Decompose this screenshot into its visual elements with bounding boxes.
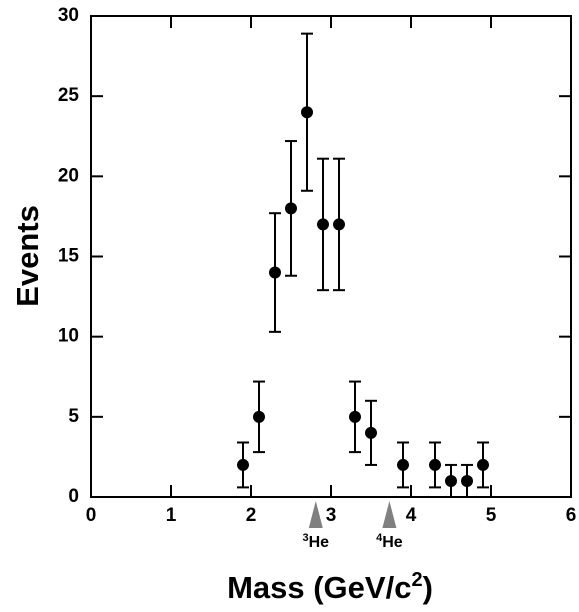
annotation-text: He — [382, 534, 403, 551]
x-tick-label: 3 — [326, 505, 337, 526]
y-tick-label: 20 — [58, 165, 79, 186]
x-axis-title-sup: 2 — [411, 569, 422, 591]
plot-frame — [90, 15, 572, 498]
annotation-marker — [382, 501, 397, 528]
point — [317, 218, 329, 231]
x-tick-label: 1 — [166, 505, 177, 526]
y-axis-title: Events — [10, 205, 45, 307]
annotation-label: 3He — [303, 532, 330, 551]
annotation-marker — [308, 501, 323, 528]
x-axis-title-close: ) — [423, 570, 433, 605]
point — [285, 202, 297, 215]
x-axis-title-text: Mass (GeV/c — [227, 570, 411, 605]
point — [237, 458, 249, 471]
point — [429, 458, 441, 471]
x-tick-label: 5 — [486, 505, 497, 526]
point — [477, 458, 489, 471]
x-tick-label: 0 — [86, 505, 97, 526]
point — [333, 218, 345, 231]
point — [349, 410, 361, 423]
point — [461, 474, 473, 487]
annotation-label: 4He — [376, 532, 403, 551]
y-tick-label: 0 — [68, 486, 79, 507]
point — [397, 458, 409, 471]
point — [269, 266, 281, 279]
point — [301, 106, 313, 119]
y-tick-label: 30 — [58, 5, 79, 26]
x-tick-label: 4 — [406, 505, 417, 526]
point — [253, 410, 265, 423]
annotation-text: He — [309, 534, 330, 551]
x-axis-title: Mass (GeV/c2) — [227, 569, 433, 605]
y-tick-label: 15 — [58, 246, 80, 267]
point — [365, 426, 377, 439]
annotation-sup: 4 — [376, 532, 383, 544]
y-tick-label: 5 — [68, 406, 79, 427]
point — [445, 474, 457, 487]
annotation-sup: 3 — [303, 532, 309, 544]
x-tick-label: 6 — [566, 505, 577, 526]
x-tick-label: 2 — [246, 505, 257, 526]
y-tick-label: 25 — [58, 85, 80, 106]
y-tick-label: 10 — [58, 326, 79, 347]
